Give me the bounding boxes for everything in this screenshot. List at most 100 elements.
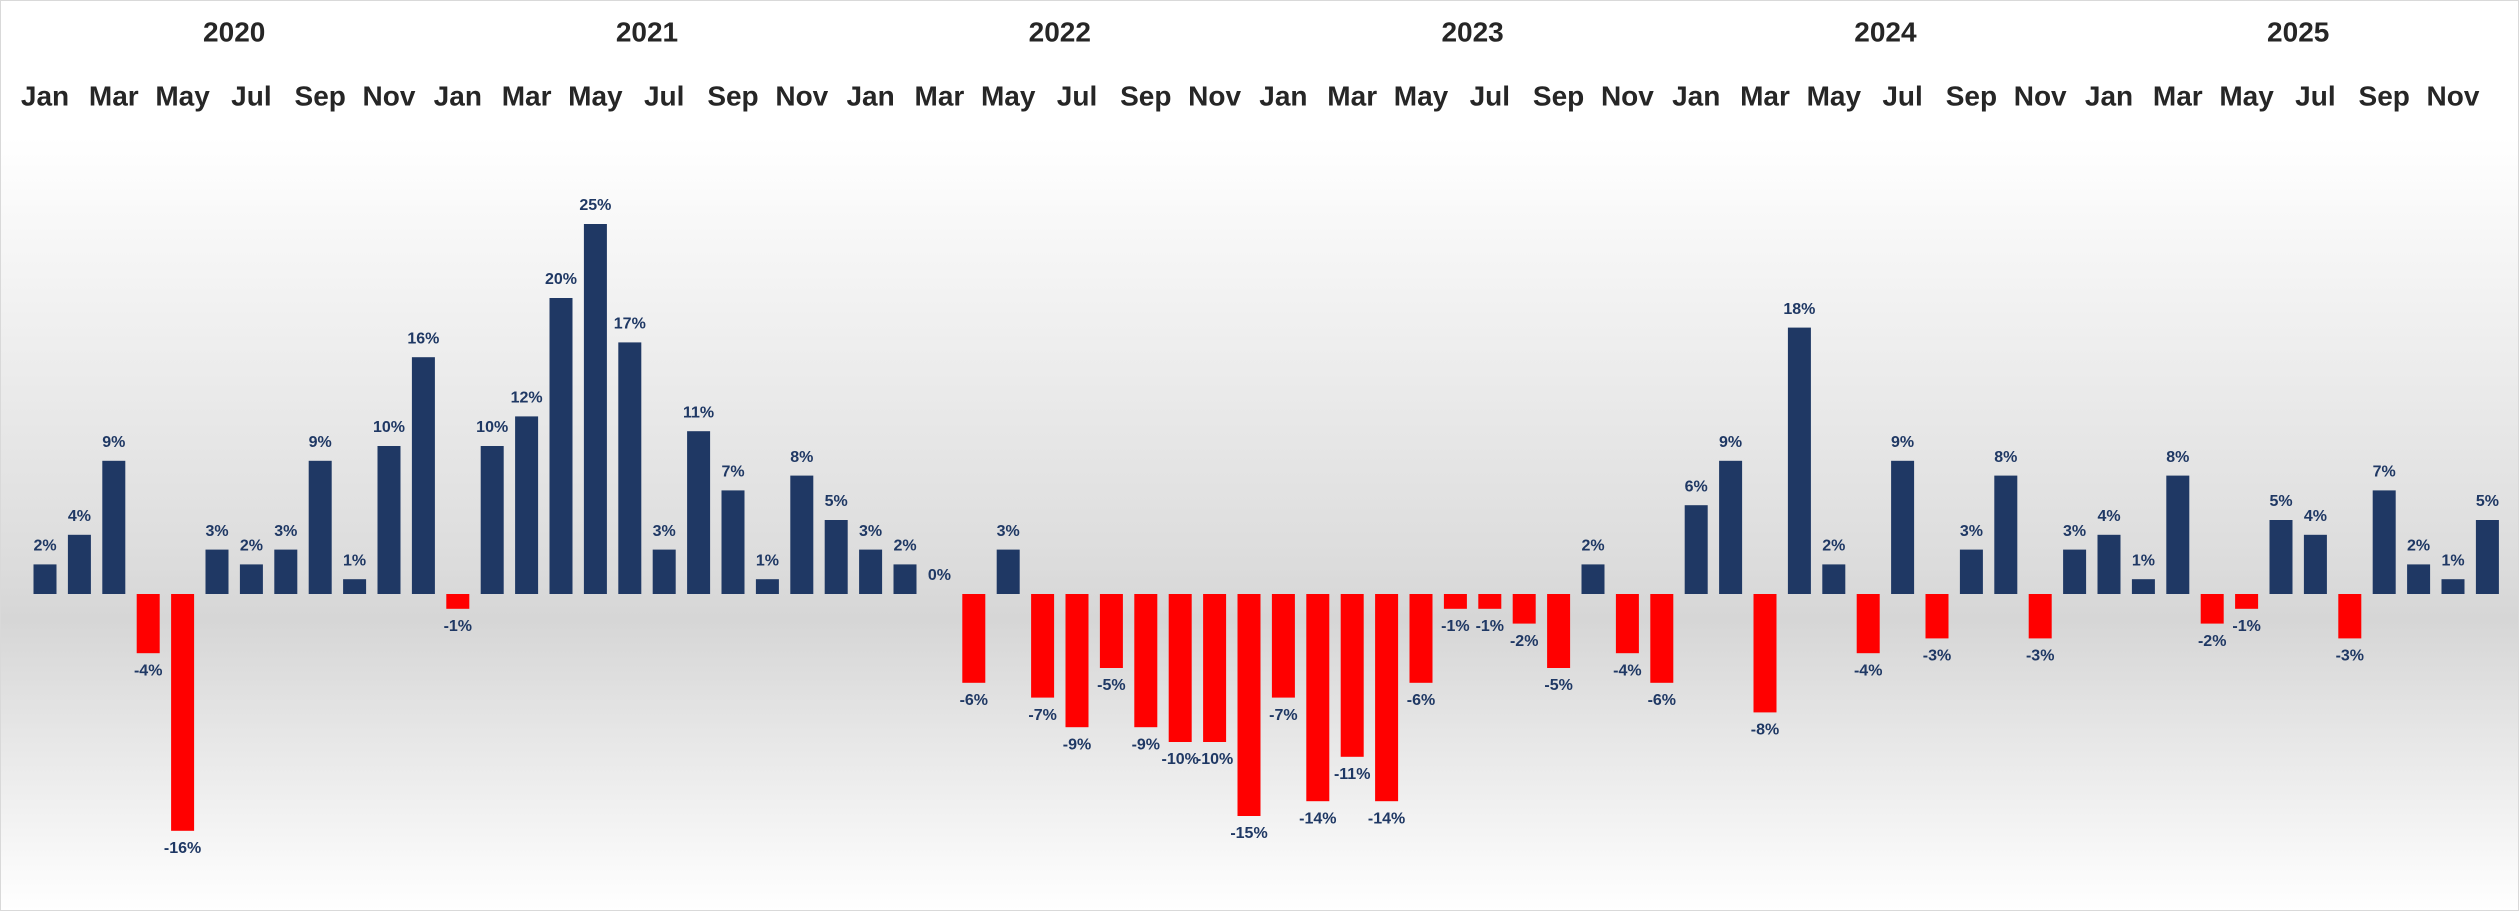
bar <box>239 564 263 594</box>
bar <box>1443 594 1467 609</box>
value-label: 8% <box>2166 449 2189 466</box>
value-label: -10% <box>1162 751 1199 768</box>
bar <box>583 224 607 594</box>
bar <box>1787 327 1811 594</box>
value-label: 3% <box>653 523 676 540</box>
value-label: -1% <box>2232 618 2260 635</box>
value-label: -15% <box>1230 825 1267 842</box>
value-label: -16% <box>164 840 201 857</box>
value-label: 5% <box>825 493 848 510</box>
bar <box>859 549 883 594</box>
bar <box>2131 579 2155 594</box>
value-label: 9% <box>102 434 125 451</box>
bar <box>102 460 126 594</box>
bar <box>2235 594 2259 609</box>
value-label: 25% <box>579 197 611 214</box>
bar <box>1512 594 1536 624</box>
x-tick-label: Mar <box>89 80 139 111</box>
value-label: 17% <box>614 316 646 333</box>
x-tick-label: Jul <box>1057 80 1097 111</box>
value-label: 4% <box>68 508 91 525</box>
value-label: -6% <box>1648 692 1676 709</box>
bar <box>1237 594 1261 816</box>
x-tick-label: Mar <box>502 80 552 111</box>
x-tick-label: Jan <box>1672 80 1720 111</box>
year-label: 2025 <box>2267 16 2329 47</box>
bar <box>824 520 848 594</box>
bar <box>1650 594 1674 683</box>
bar <box>790 475 814 594</box>
bar <box>480 446 504 594</box>
value-label: -10% <box>1196 751 1233 768</box>
bar <box>2441 579 2465 594</box>
x-tick-label: Sep <box>1533 80 1584 111</box>
value-label: 9% <box>1891 434 1914 451</box>
x-tick-label: Mar <box>915 80 965 111</box>
value-label: 9% <box>309 434 332 451</box>
bar <box>1306 594 1330 802</box>
x-tick-label: Jul <box>231 80 271 111</box>
x-tick-label: Jan <box>21 80 69 111</box>
bar <box>2063 549 2087 594</box>
bar <box>618 342 642 594</box>
x-tick-label: Nov <box>363 80 416 111</box>
value-label: -1% <box>1441 618 1469 635</box>
value-label: 4% <box>2097 508 2120 525</box>
bar <box>2200 594 2224 624</box>
x-tick-label: May <box>1394 80 1449 111</box>
bar <box>1994 475 2018 594</box>
value-label: 16% <box>407 330 439 347</box>
bar <box>1822 564 1846 594</box>
bar <box>1065 594 1089 728</box>
value-label: 2% <box>33 538 56 555</box>
bar <box>2303 534 2327 594</box>
value-label: 5% <box>2476 493 2499 510</box>
value-label: -2% <box>1510 633 1538 650</box>
value-label: -2% <box>2198 633 2226 650</box>
x-tick-label: Sep <box>1946 80 1997 111</box>
value-label: 2% <box>1581 538 1604 555</box>
bar <box>411 357 435 594</box>
value-label: 5% <box>2269 493 2292 510</box>
value-label: 1% <box>343 552 366 569</box>
bar <box>1271 594 1295 698</box>
value-label: 10% <box>373 419 405 436</box>
bar <box>1409 594 1433 683</box>
value-label: -14% <box>1299 810 1336 827</box>
value-label: -7% <box>1028 707 1056 724</box>
x-tick-label: Sep <box>295 80 346 111</box>
bar <box>2338 594 2362 639</box>
x-tick-label: Nov <box>1188 80 1241 111</box>
value-label: -5% <box>1544 677 1572 694</box>
value-label: 18% <box>1783 301 1815 318</box>
value-label: 3% <box>2063 523 2086 540</box>
value-label: 2% <box>240 538 263 555</box>
value-label: 10% <box>476 419 508 436</box>
bar <box>1203 594 1227 742</box>
x-tick-label: Jan <box>434 80 482 111</box>
bar <box>515 416 539 594</box>
bar <box>1547 594 1571 668</box>
x-tick-label: Sep <box>707 80 758 111</box>
bar <box>1925 594 1949 639</box>
value-label: 8% <box>1994 449 2017 466</box>
bar <box>2166 475 2190 594</box>
value-label: -4% <box>1854 662 1882 679</box>
value-label: -3% <box>2026 648 2054 665</box>
value-label: 11% <box>683 404 714 421</box>
value-label: -14% <box>1368 810 1405 827</box>
x-tick-label: Jul <box>2295 80 2335 111</box>
x-tick-label: Jan <box>846 80 894 111</box>
x-tick-label: May <box>568 80 623 111</box>
bar <box>1340 594 1364 757</box>
bar <box>893 564 917 594</box>
value-label: -8% <box>1751 722 1779 739</box>
value-label: 1% <box>756 552 779 569</box>
value-label: 3% <box>1960 523 1983 540</box>
bar <box>2407 564 2431 594</box>
value-label: 6% <box>1685 478 1708 495</box>
x-tick-label: Mar <box>1327 80 1377 111</box>
value-label: -7% <box>1269 707 1297 724</box>
year-label: 2020 <box>203 16 265 47</box>
